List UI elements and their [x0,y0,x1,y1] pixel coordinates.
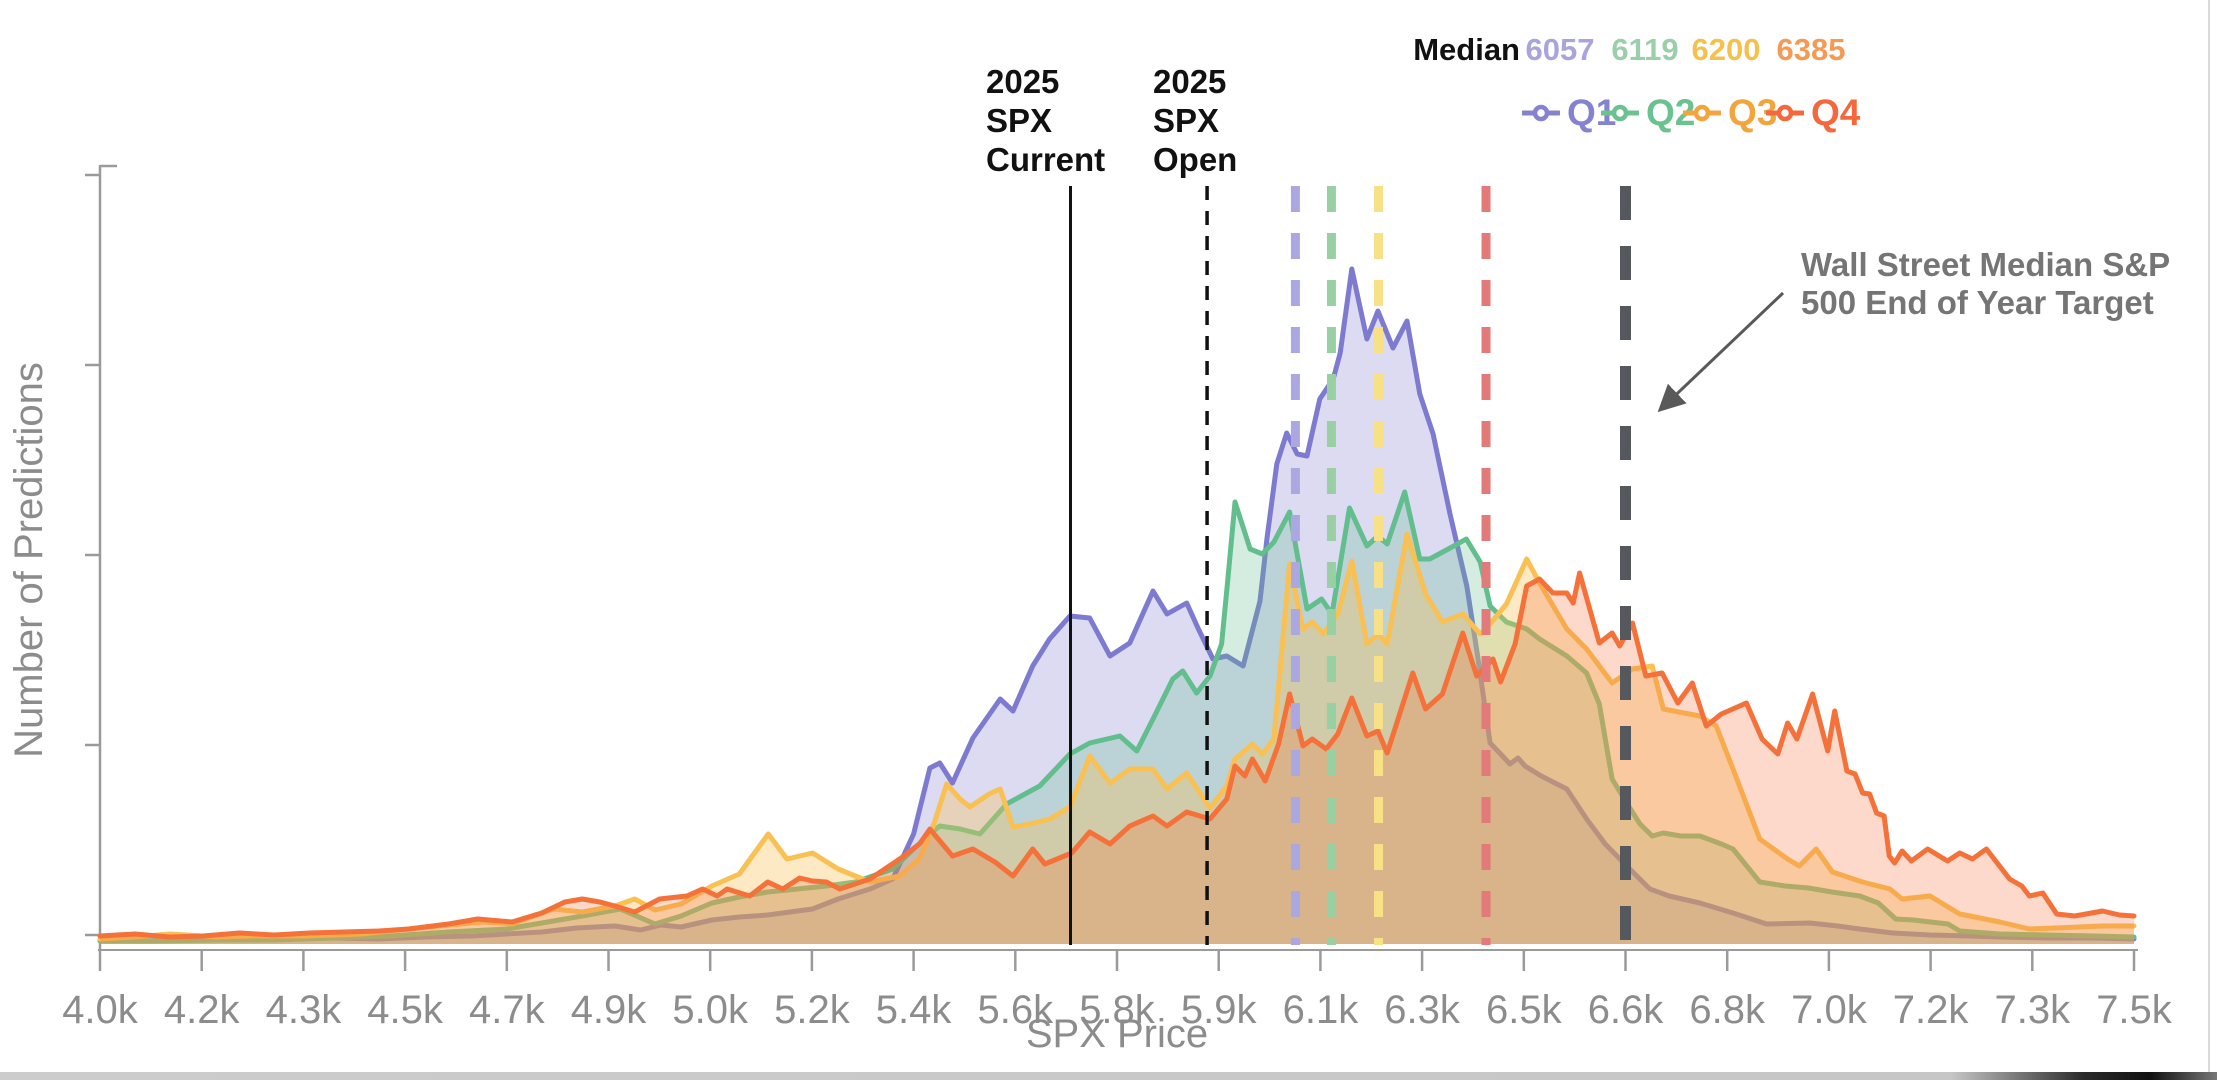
current-line-label-2: SPX [986,102,1053,139]
legend-entry-q3: Q3 [1683,94,1777,131]
x-tick-label-6.8k: 6.8k [1689,988,1766,1032]
x-tick-label-7.5k: 7.5k [2096,988,2173,1032]
x-tick-label-5.4k: 5.4k [876,988,953,1032]
wallstreet-annotation-2: 500 End of Year Target [1801,284,2154,321]
wallstreet-annotation-1: Wall Street Median S&P [1801,246,2171,283]
x-tick-label-5.0k: 5.0k [672,988,749,1032]
q4-line [97,570,2137,940]
x-tick-label-5.6k: 5.6k [977,988,1054,1032]
open-line-label-1: 2025 [1153,63,1227,100]
x-tick-label-5.8k: 5.8k [1079,988,1156,1032]
x-tick-label-4.9k: 4.9k [571,988,648,1032]
y-axis-title: Number of Predictions [7,362,51,758]
current-line-label: 2025 SPX Current [986,62,1105,179]
legend-entry-q2: Q2 [1601,94,1695,131]
q2-area [100,492,2134,944]
legend-label-q4: Q4 [1811,92,1861,133]
wallstreet-arrow-icon [1657,291,1785,413]
q1-line [97,266,2137,944]
q3-legend-marker-icon [1683,104,1721,121]
x-tick-label-4.3k: 4.3k [266,988,343,1032]
legend-median-q4: 6385 [1776,32,1846,67]
current-line-label-3: Current [986,141,1106,178]
x-tick-label-7.3k: 7.3k [1994,988,2071,1032]
current-line-label-1: 2025 [986,63,1060,100]
q1-area [100,269,2134,944]
q3-area [100,534,2134,944]
x-tick-label-7.0k: 7.0k [1791,988,1868,1032]
x-tick-label-6.1k: 6.1k [1283,988,1360,1032]
legend-median-q1: 6057 [1525,32,1595,67]
x-tick-label-6.6k: 6.6k [1588,988,1665,1032]
open-line-label: 2025 SPX Open [1153,62,1237,179]
x-tick-label-5.2k: 5.2k [774,988,851,1032]
x-tick-label-4.0k: 4.0k [62,988,139,1032]
open-line-label-2: SPX [1153,102,1220,139]
legend-median-q3: 6200 [1691,32,1761,67]
q4-legend-marker-icon [1766,104,1804,121]
x-tick-label-4.7k: 4.7k [469,988,546,1032]
window-bottom-edge [0,1072,2217,1080]
legend-median-q2: 6119 [1611,32,1679,67]
x-tick-label-5.9k: 5.9k [1181,988,1258,1032]
legend-median-title: Median [1413,32,1520,67]
x-tick-label-4.5k: 4.5k [367,988,444,1032]
open-line-label-3: Open [1153,141,1238,178]
x-tick-label-7.2k: 7.2k [1893,988,1970,1032]
x-tick-label-4.2k: 4.2k [164,988,241,1032]
wallstreet-annotation: Wall Street Median S&P 500 End of Year T… [1801,246,2170,322]
x-axis-title: SPX Price [1025,1012,1209,1056]
x-tick-label-6.3k: 6.3k [1384,988,1461,1032]
q1-legend-marker-icon [1522,104,1560,121]
q3-line [97,531,2137,942]
x-tick-label-6.5k: 6.5k [1486,988,1563,1032]
legend-entry-q4: Q4 [1766,94,1860,131]
legend-entry-q1: Q1 [1522,94,1616,131]
window-right-edge [2208,0,2210,1073]
q2-legend-marker-icon [1601,104,1639,121]
